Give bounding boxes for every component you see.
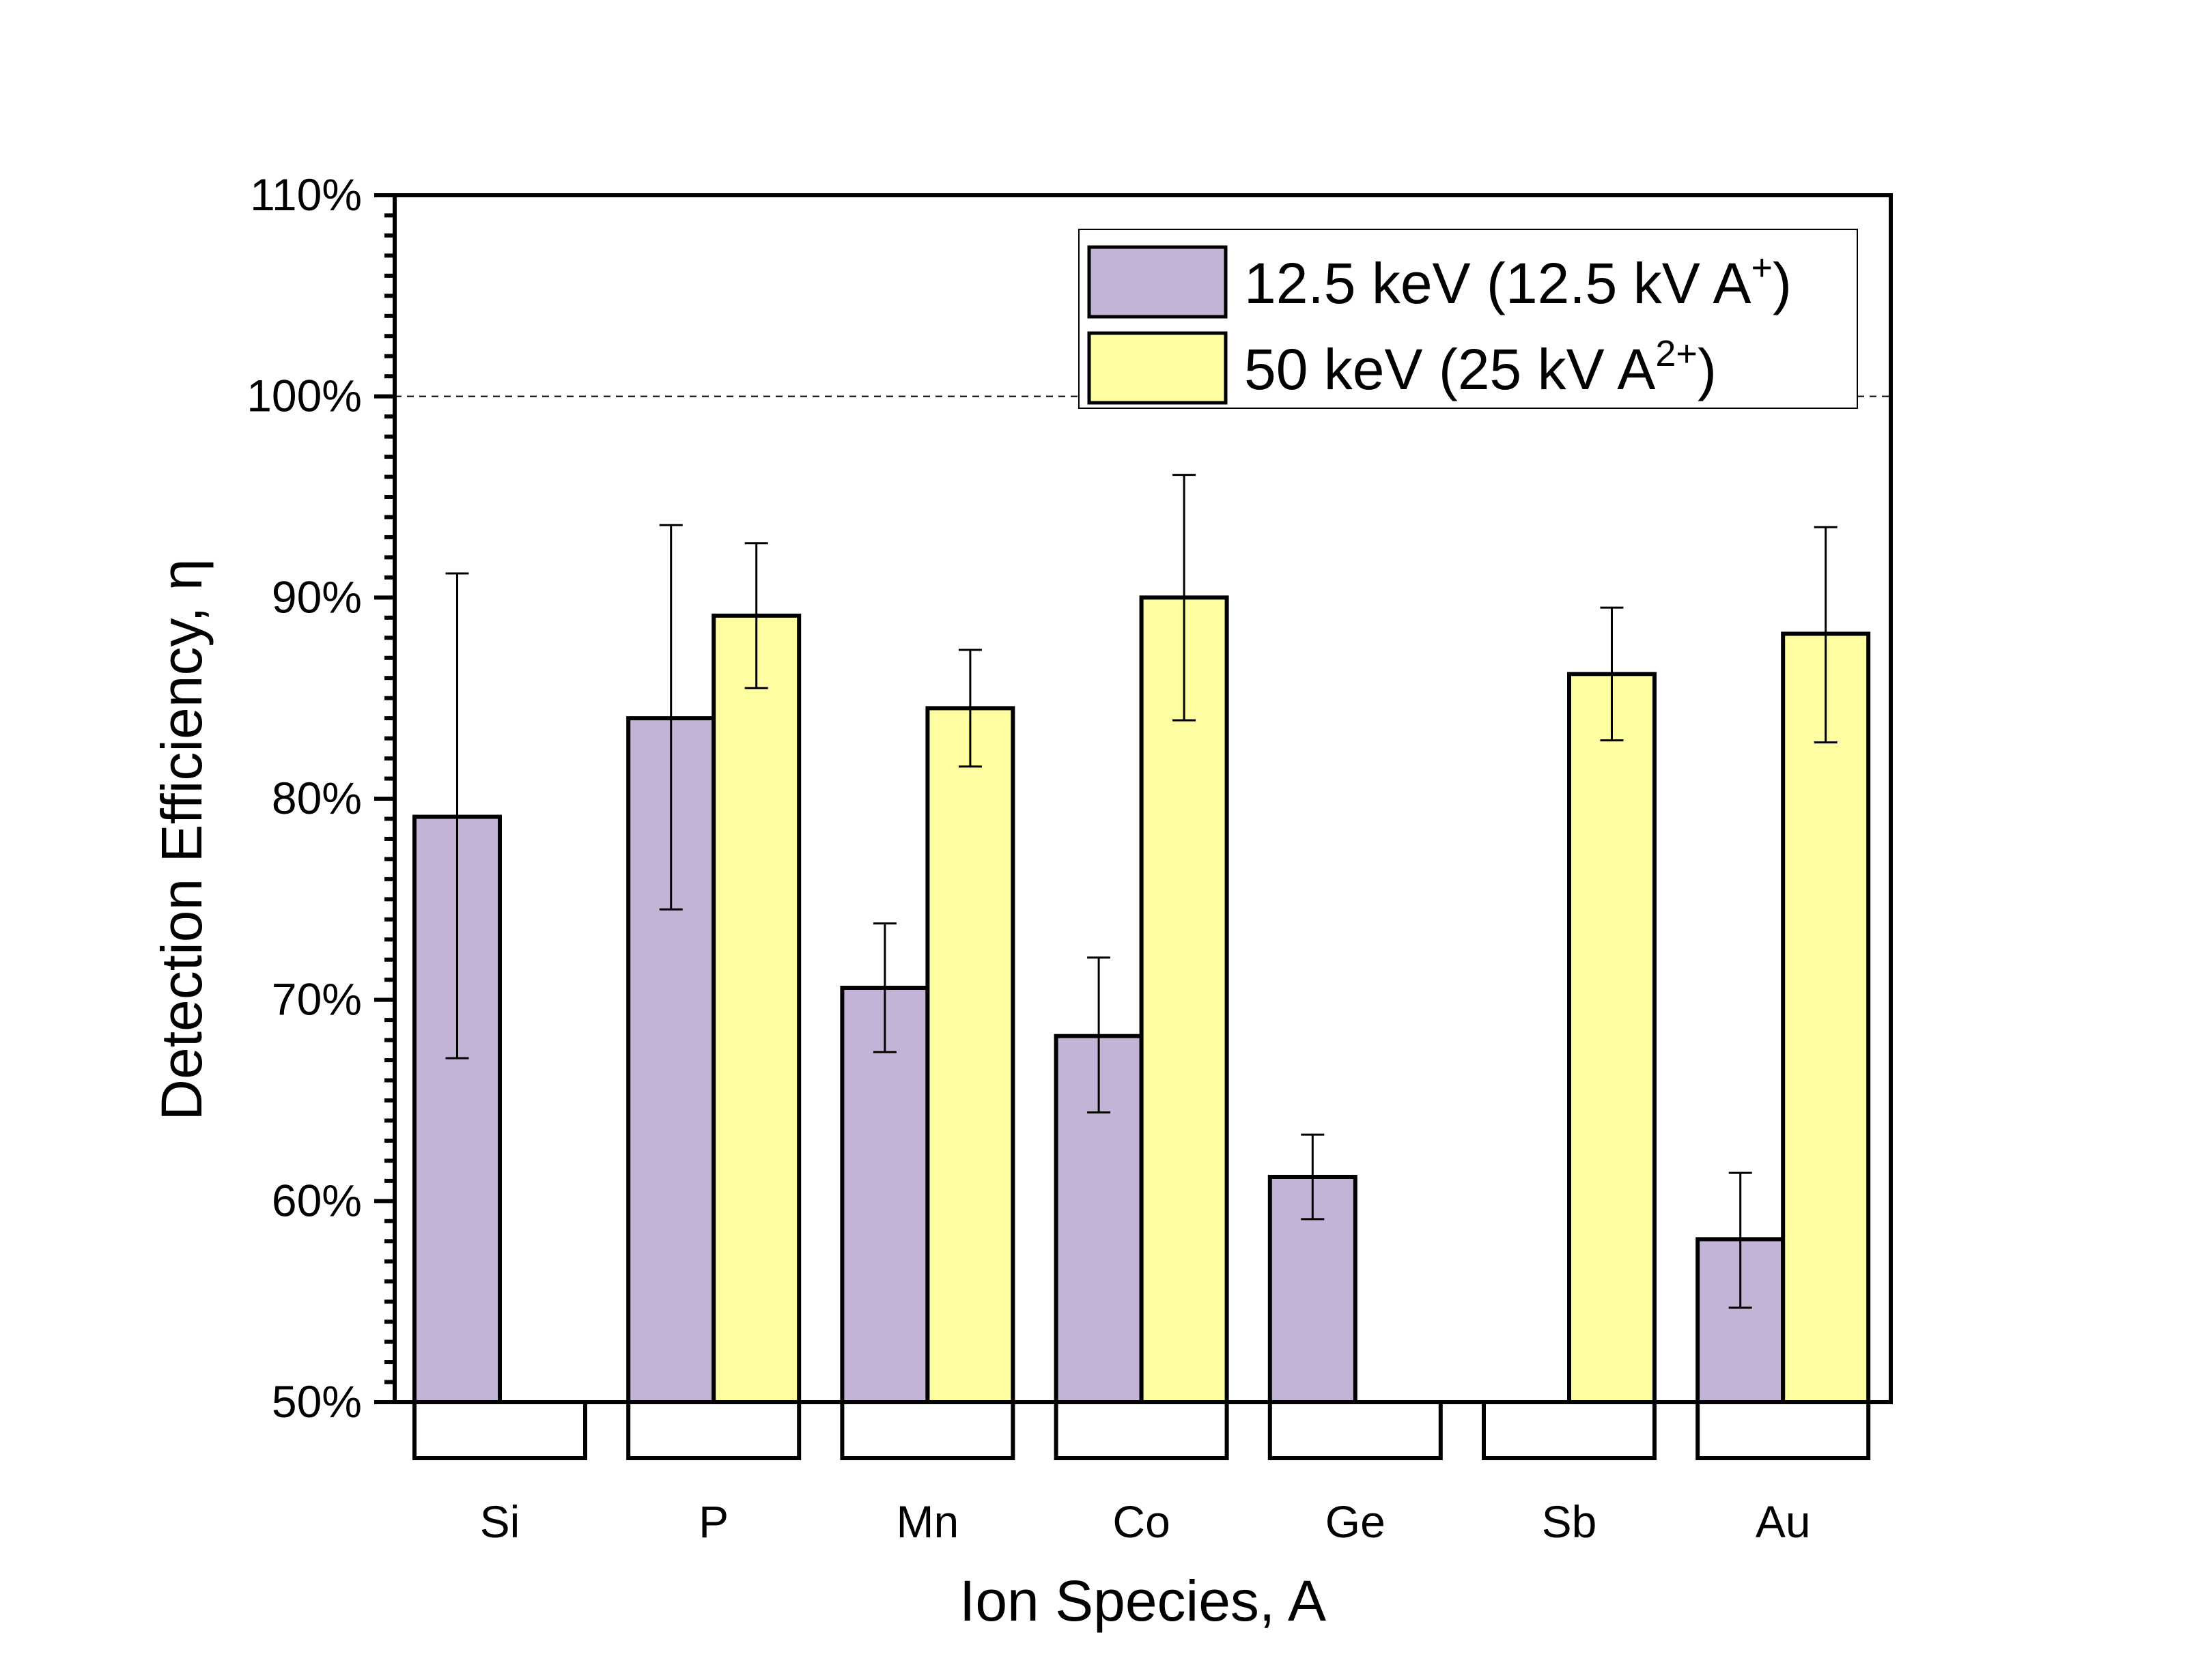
x-axis-title: Ion Species, A [959,1569,1326,1633]
error-bar-au-series-1 [1728,1171,1752,1309]
bar-p-series-2 [712,613,802,1404]
legend-item-1: 12.5 keV (12.5 kV A+) [1087,245,1792,319]
category-bracket [840,1402,1015,1460]
legend-label: 50 keV (25 kV A2+) [1244,333,1717,401]
legend-swatch [1087,245,1228,319]
error-bar-co-series-2 [1172,474,1196,722]
category-au: Au [1695,1402,1871,1547]
category-p: P [626,1402,802,1547]
category-label: Au [1756,1496,1811,1547]
category-label: Co [1112,1496,1170,1547]
legend-label-tail: ) [1773,251,1792,315]
error-bars-layer [445,474,1838,1309]
bar-au-series-2 [1781,631,1871,1405]
error-bar-p-series-1 [659,524,683,911]
y-tick-label: 110% [250,169,362,220]
category-label: P [699,1496,729,1547]
legend-label-main: 50 keV (25 kV A [1244,337,1655,401]
x-axis-categories: Si P Mn Co Ge Sb Au [412,1402,1871,1547]
bars-layer [412,595,1871,1405]
y-axis-ticks: 50% 60% 70% 80% 90% 100% 110% [247,169,395,1427]
category-label: Mn [897,1496,959,1547]
category-bracket [1482,1402,1657,1460]
legend-label-tail: ) [1698,337,1717,401]
legend-swatch [1087,331,1228,405]
y-tick-label: 90% [272,571,362,622]
legend-item-2: 50 keV (25 kV A2+) [1087,331,1717,405]
error-bar-mn-series-1 [873,922,897,1053]
y-tick-label: 70% [272,974,362,1025]
y-axis-title: Detection Efficiency, η [150,558,214,1120]
category-label: Ge [1325,1496,1385,1547]
error-bar-co-series-1 [1087,956,1111,1114]
y-tick-label: 50% [272,1376,362,1427]
category-mn: Mn [840,1402,1015,1547]
category-bracket [1267,1402,1443,1460]
category-label: Sb [1542,1496,1597,1547]
bar-mn-series-2 [925,706,1015,1404]
category-co: Co [1054,1402,1229,1547]
error-bar-si-series-1 [445,572,469,1059]
category-bracket [1695,1402,1871,1460]
legend-label-superscript: + [1751,247,1773,288]
category-bracket [412,1402,587,1460]
category-bracket [1054,1402,1229,1460]
category-sb: Sb [1482,1402,1657,1547]
legend-label-superscript: 2+ [1655,333,1698,374]
error-bar-sb-series-2 [1600,606,1624,742]
category-bracket [626,1402,802,1460]
legend: 12.5 keV (12.5 kV A+)50 keV (25 kV A2+) [1078,229,1858,409]
category-si: Si [412,1402,587,1547]
y-tick-label: 100% [247,371,362,421]
category-label: Si [480,1496,520,1547]
error-bar-ge-series-1 [1301,1133,1325,1221]
error-bar-au-series-2 [1814,526,1838,743]
y-tick-label: 80% [272,773,362,823]
y-tick-label: 60% [272,1175,362,1225]
error-bar-mn-series-2 [958,649,982,768]
legend-label-main: 12.5 keV (12.5 kV A [1244,251,1751,315]
error-bar-p-series-2 [744,542,768,689]
category-ge: Ge [1267,1402,1443,1547]
legend-label: 12.5 keV (12.5 kV A+) [1244,247,1792,315]
bar-sb-series-2 [1567,672,1657,1404]
